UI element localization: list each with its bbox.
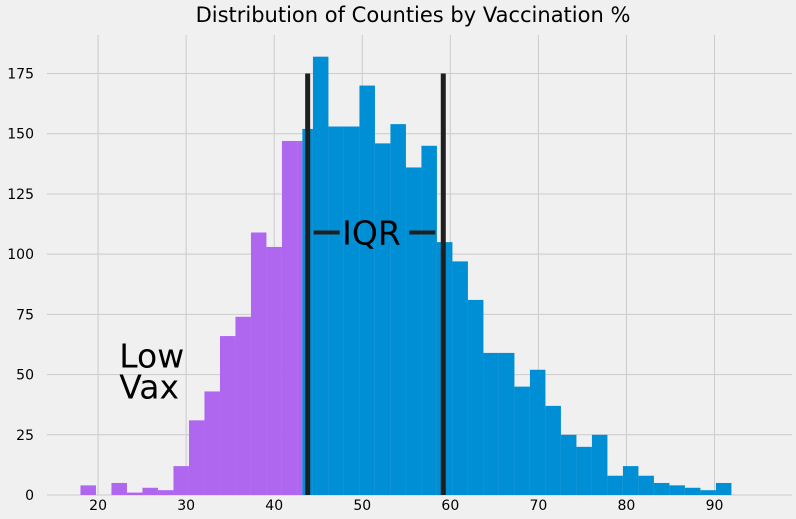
histogram-bar [80,485,96,495]
y-tick-label: 25 [16,428,34,444]
x-tick-label: 20 [89,498,107,514]
y-tick-label: 100 [7,247,34,263]
histogram-bar [250,232,267,495]
x-tick-label: 70 [529,498,547,514]
x-tick-label: 80 [618,498,636,514]
histogram-bar [111,482,127,495]
histogram-bar [235,316,251,495]
histogram-bar [700,490,716,495]
histogram-bar [173,466,189,495]
histogram-bar [297,140,303,496]
histogram-bar [607,475,623,495]
low-vax-label-line2: Vax [119,368,179,407]
histogram-bar [126,492,143,495]
x-tick-label: 50 [353,498,371,514]
y-tick-label: 175 [7,67,34,83]
x-tick-label: 90 [706,498,724,514]
histogram-bar [591,434,608,495]
histogram-bar [638,475,654,495]
histogram-bar [467,299,484,495]
histogram-bar [529,369,546,495]
histogram-bar [576,446,592,495]
histogram-bar [188,420,205,495]
histogram-bar [669,485,685,495]
histogram-bar [684,487,701,495]
histogram-bar [343,126,360,496]
iqr-lines [305,73,446,495]
histogram-bars [80,56,732,496]
histogram-bar [157,490,174,495]
y-tick-label: 75 [16,307,34,323]
histogram-bar [653,482,670,495]
y-tick-label: 50 [16,368,34,384]
histogram-bar [142,487,158,495]
iqr-label: IQR [342,213,401,252]
histogram-bar [328,126,344,496]
histogram-bar [715,482,732,495]
histogram-bar [204,391,220,495]
histogram-bar [281,140,298,496]
histogram-bar [545,405,561,495]
histogram-bar [514,386,530,495]
histogram-bar [390,124,406,495]
x-tick-label: 60 [441,498,459,514]
annotations: IQR Low Vax [119,213,436,407]
histogram-bar [312,56,329,496]
histogram-bar [266,246,282,495]
x-axis-ticks: 20 30 40 50 60 70 80 90 [89,498,723,514]
low-vax-label-line1: Low [119,336,184,375]
y-axis-ticks: 0 25 50 75 100 125 150 175 [7,67,34,504]
histogram-bar [405,167,422,495]
histogram-bar [219,336,236,495]
chart-title: Distribution of Counties by Vaccination … [196,3,631,27]
histogram-bar [560,434,577,495]
histogram-bar [483,352,499,495]
histogram-bar [622,466,639,495]
x-tick-label: 40 [265,498,283,514]
y-tick-label: 150 [7,127,34,143]
histogram-bar [498,352,515,495]
x-tick-label: 30 [177,498,195,514]
histogram-bar [421,145,437,495]
y-tick-label: 125 [7,187,34,203]
histogram-bar [374,143,391,496]
histogram-bar [359,85,375,495]
histogram-bar [452,261,468,495]
y-tick-label: 0 [25,488,34,504]
